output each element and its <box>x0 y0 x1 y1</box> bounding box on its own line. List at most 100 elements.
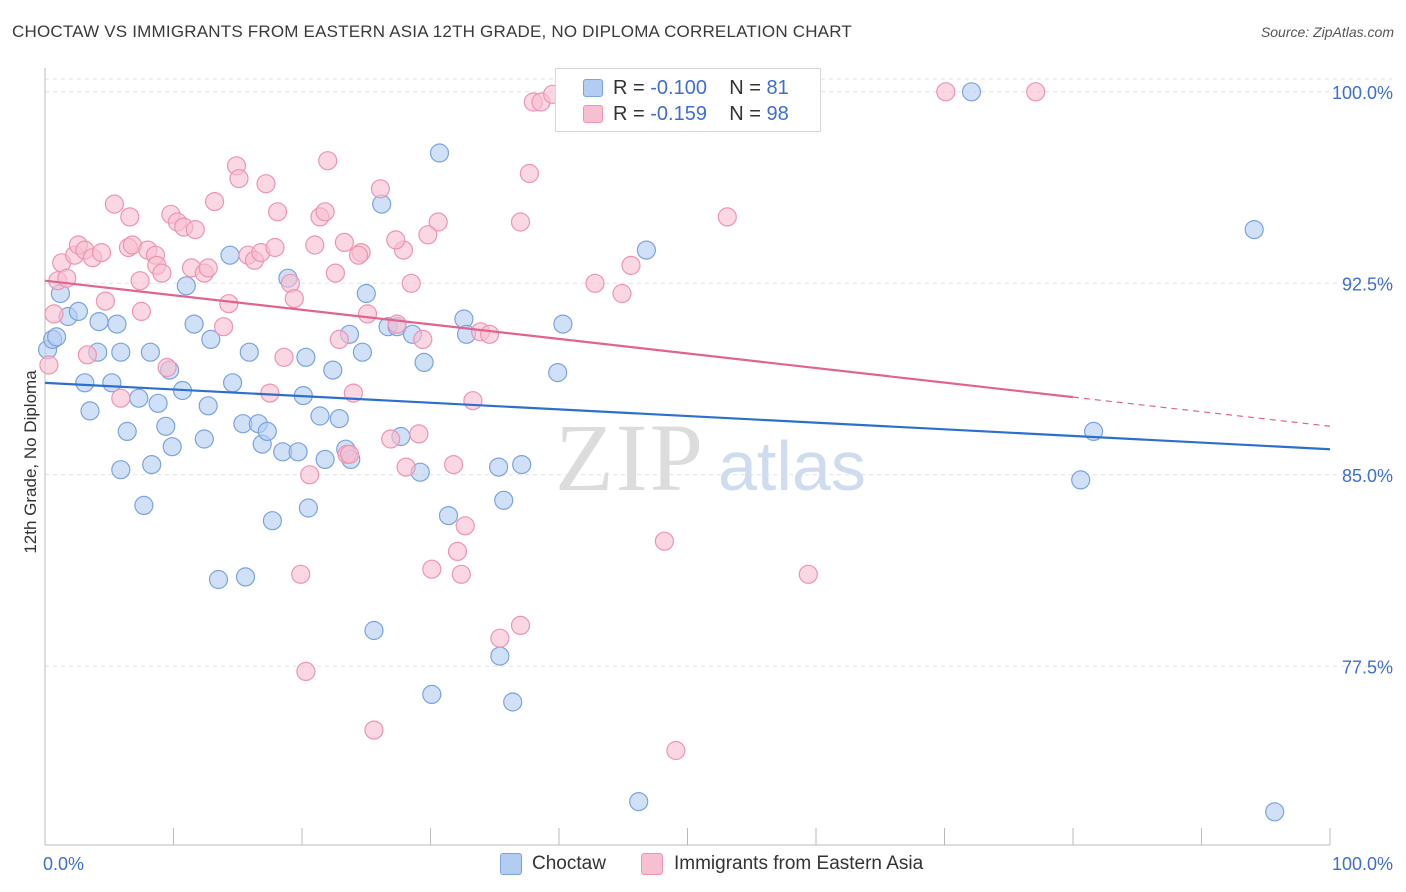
choctaw-point <box>223 373 243 393</box>
asia-point <box>370 179 390 199</box>
asia-point <box>510 212 531 232</box>
choctaw-point <box>107 314 127 334</box>
choctaw-point <box>489 457 509 477</box>
asia-point <box>214 317 234 337</box>
choctaw-point <box>490 646 510 666</box>
asia-point <box>152 263 172 283</box>
choctaw-point <box>364 620 384 641</box>
asia-point <box>205 192 225 212</box>
choctaw-point <box>142 455 162 475</box>
asia-point <box>77 345 98 365</box>
asia-point <box>334 232 354 252</box>
asia-point <box>396 457 416 477</box>
choctaw-point <box>68 301 89 321</box>
choctaw-point <box>438 505 459 526</box>
asia-point <box>39 355 59 375</box>
asia-point <box>291 564 311 584</box>
asia-point <box>219 294 239 314</box>
choctaw-point <box>111 342 131 362</box>
asia-point <box>936 82 956 102</box>
asia-point <box>111 388 131 408</box>
choctaw-point <box>262 511 282 531</box>
asia-point <box>386 230 406 250</box>
asia-point <box>654 531 675 551</box>
x-tick-label: 0.0% <box>43 854 84 874</box>
choctaw-point <box>553 314 573 334</box>
choctaw-point <box>257 421 277 441</box>
asia-point <box>120 207 140 227</box>
choctaw-point <box>198 396 218 416</box>
choctaw-legend-label: Choctaw <box>532 853 606 874</box>
choctaw-point <box>111 460 131 480</box>
trend-line-choctaw <box>44 381 1331 451</box>
asia-point <box>381 429 401 449</box>
choctaw-point <box>156 416 176 436</box>
choctaw-point <box>503 692 523 712</box>
choctaw-point <box>80 401 100 421</box>
r-label: R = <box>613 77 645 99</box>
asia-point <box>418 225 438 245</box>
choctaw-point <box>636 240 657 260</box>
asia-point <box>284 289 304 309</box>
asia-point <box>447 541 468 562</box>
asia-point <box>318 151 338 171</box>
choctaw-point <box>140 342 160 362</box>
asia-point <box>422 559 442 579</box>
labels-layer: 77.5% 85.0% 92.5% 100.0% 0.0% 100.0% 12th Grad… <box>21 83 1393 874</box>
choctaw-point <box>235 567 256 587</box>
asia-point <box>480 324 500 344</box>
asia-point <box>198 258 218 278</box>
y-tick-label: 100.0% <box>1332 83 1393 103</box>
choctaw-point <box>310 406 330 426</box>
asia-point <box>268 202 288 222</box>
asia-point <box>451 564 471 584</box>
choctaw-point <box>46 327 67 347</box>
asia-point <box>621 255 641 275</box>
asia-point <box>229 169 249 189</box>
asia-point <box>300 465 320 485</box>
asia-swatch <box>583 105 603 123</box>
choctaw-point <box>129 388 149 408</box>
choctaw-point <box>1244 220 1264 240</box>
choctaw-point <box>184 314 204 334</box>
asia-point <box>387 314 407 334</box>
asia-point <box>265 237 285 258</box>
choctaw-point <box>298 498 318 518</box>
choctaw-point <box>220 245 240 265</box>
choctaw-point <box>429 143 450 163</box>
choctaw-point <box>352 342 372 362</box>
asia-point <box>401 273 421 293</box>
asia-point <box>91 243 112 263</box>
asia-point <box>315 202 335 222</box>
choctaw-point <box>315 449 335 469</box>
choctaw-legend-swatch <box>500 853 522 875</box>
asia-point <box>339 444 360 464</box>
asia-point <box>274 347 294 367</box>
choctaw-point <box>512 455 532 475</box>
asia-point <box>104 194 125 214</box>
choctaw-point <box>148 393 168 413</box>
choctaw-point <box>629 791 649 812</box>
choctaw-point <box>176 276 196 296</box>
choctaw-swatch <box>583 79 603 97</box>
asia-point <box>325 263 345 283</box>
asia-point <box>444 455 464 475</box>
asia-point <box>256 174 276 194</box>
choctaw-point <box>548 363 568 383</box>
points-layer <box>37 82 1285 822</box>
choctaw-point <box>89 312 109 332</box>
asia-point <box>510 615 531 636</box>
chart-title: CHOCTAW VS IMMIGRANTS FROM EASTERN ASIA … <box>12 22 852 41</box>
asia-point <box>131 301 151 321</box>
asia-point <box>428 212 448 232</box>
asia-point <box>130 271 150 291</box>
asia-point <box>44 304 64 324</box>
asia-point <box>717 207 737 227</box>
n-label: N = <box>729 103 761 125</box>
choctaw-point <box>494 490 514 510</box>
choctaw-point <box>288 442 308 462</box>
choctaw-point <box>201 329 221 349</box>
watermark-zip: ZIP <box>555 404 705 511</box>
asia-point <box>348 245 369 265</box>
choctaw-point <box>194 429 214 449</box>
